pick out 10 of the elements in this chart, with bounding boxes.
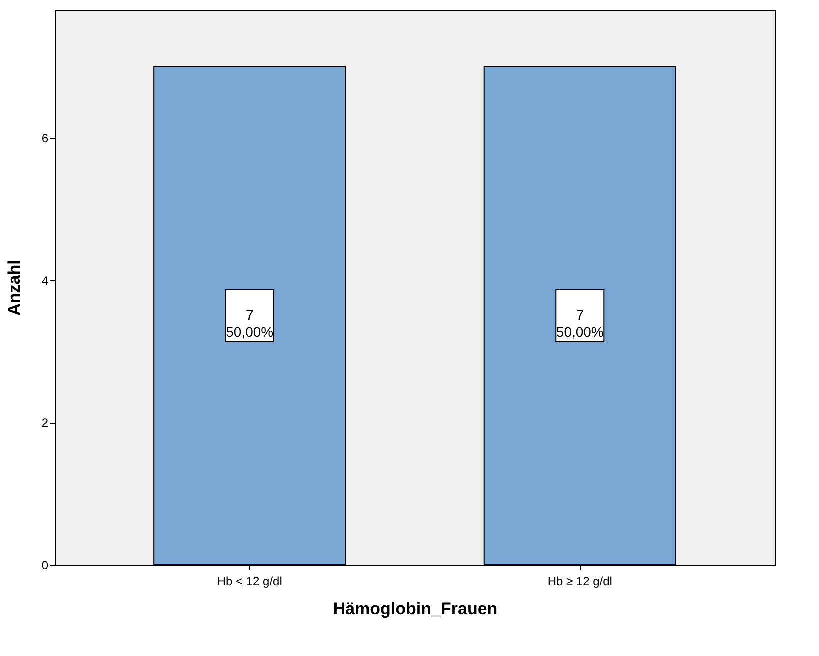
data-label: 7 50,00% [226, 306, 274, 340]
data-label: 7 50,00% [556, 306, 604, 340]
y-axis-title: Anzahl [4, 260, 24, 316]
y-tick-label: 6 [42, 132, 49, 146]
x-tick-label: Hb ≥ 12 g/dl [548, 574, 612, 588]
y-tick-label: 0 [42, 558, 49, 572]
y-tick-label: 4 [42, 274, 49, 288]
y-tick-label: 2 [42, 416, 49, 430]
x-axis-title: Hämoglobin_Frauen [333, 600, 498, 618]
x-tick-label: Hb < 12 g/dl [217, 574, 282, 588]
